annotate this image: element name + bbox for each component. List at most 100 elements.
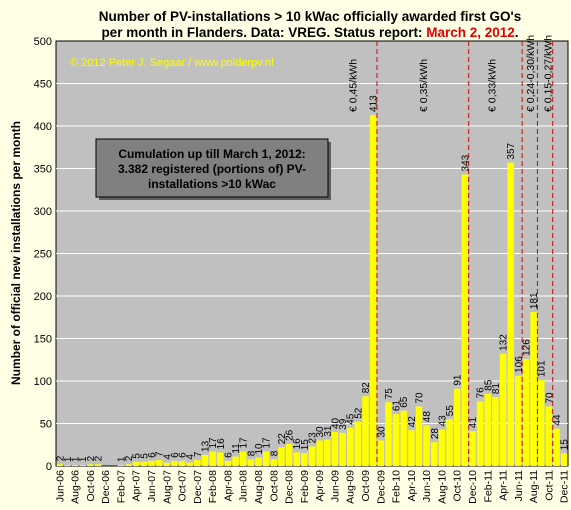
bar bbox=[385, 402, 392, 466]
chart-title-highlight: March 2, 2012 bbox=[426, 25, 515, 40]
data-label: 1 bbox=[78, 456, 89, 462]
data-label: 5 bbox=[139, 453, 150, 459]
data-label: 13 bbox=[201, 440, 212, 452]
bars bbox=[56, 114, 568, 467]
data-label: 28 bbox=[430, 428, 441, 440]
data-label: 1 bbox=[63, 456, 74, 462]
data-label: 4 bbox=[162, 454, 173, 460]
bar bbox=[453, 388, 461, 466]
data-label: 6 bbox=[223, 452, 234, 458]
data-label: 10 bbox=[254, 443, 265, 455]
tariff-label: € 0,15-0,27/kWh bbox=[542, 35, 554, 112]
data-label: 70 bbox=[544, 392, 555, 404]
bar bbox=[316, 440, 323, 466]
bar bbox=[201, 454, 209, 466]
cumulation-box-bg bbox=[95, 138, 329, 198]
x-tick-label: Feb-10 bbox=[391, 470, 403, 503]
cumulation-box: Cumulation up till March 1, 2012: 3.382 … bbox=[95, 138, 331, 200]
data-label: 2 bbox=[55, 455, 66, 461]
bar bbox=[346, 427, 354, 466]
chart-title-line-2: per month in Flanders. Data: VREG. Statu… bbox=[101, 25, 518, 40]
copyright-text: © 2012 Peter J. Segaar / www.polderpv.nl bbox=[70, 57, 274, 69]
data-label: 61 bbox=[392, 400, 403, 412]
bar bbox=[71, 465, 79, 466]
data-label: 30 bbox=[315, 426, 326, 438]
bar bbox=[415, 406, 423, 466]
data-label: 132 bbox=[499, 334, 510, 351]
data-label: 45 bbox=[346, 413, 357, 425]
data-label: 30 bbox=[376, 426, 387, 438]
x-tick-labels: Jun-06 Aug-06 Oct-06 Dec-06 Feb-07 Apr-07 Jun-… bbox=[54, 470, 570, 504]
data-label: 44 bbox=[552, 414, 563, 426]
data-label: 413 bbox=[369, 95, 380, 112]
bar bbox=[132, 461, 140, 466]
bar bbox=[56, 464, 64, 466]
tariff-label: € 0,33/kWh bbox=[487, 59, 499, 112]
data-label: 91 bbox=[453, 374, 464, 386]
data-label: 17 bbox=[239, 437, 250, 449]
bar bbox=[178, 460, 186, 466]
x-tick-label: Jun-09 bbox=[329, 470, 341, 502]
tariff-labels: € 0,45/kWh € 0,35/kWh € 0,33/kWh € 0,24-0,3… bbox=[348, 35, 555, 112]
bar bbox=[148, 460, 155, 466]
bar bbox=[560, 453, 568, 466]
bar bbox=[87, 464, 94, 466]
data-label: 357 bbox=[506, 142, 517, 159]
data-label: 5 bbox=[132, 453, 143, 459]
data-label: 2 bbox=[86, 455, 97, 461]
data-label: 70 bbox=[414, 392, 425, 404]
bar bbox=[293, 452, 300, 466]
bar bbox=[469, 431, 476, 466]
data-label: 75 bbox=[384, 388, 395, 400]
data-label: 55 bbox=[445, 405, 456, 417]
data-label: 31 bbox=[323, 425, 334, 437]
bar bbox=[431, 442, 438, 466]
chart-title-end: . bbox=[515, 25, 519, 40]
data-label: 6 bbox=[147, 452, 158, 458]
y-axis-label: Number of official new installations per… bbox=[9, 121, 23, 385]
bar bbox=[423, 425, 430, 466]
bar bbox=[262, 451, 270, 466]
y-tick-label: 100 bbox=[34, 376, 52, 388]
data-label: 8 bbox=[269, 450, 280, 456]
bar bbox=[538, 380, 545, 466]
x-tick-label: Apr-10 bbox=[406, 470, 418, 502]
bar bbox=[155, 460, 163, 466]
bar bbox=[408, 430, 415, 466]
x-tick-label: Dec-06 bbox=[100, 470, 112, 504]
y-tick-label: 500 bbox=[34, 36, 52, 48]
data-label: 1 bbox=[71, 456, 82, 462]
bar bbox=[308, 446, 316, 466]
bar bbox=[499, 353, 507, 466]
y-tick-label: 300 bbox=[34, 206, 52, 218]
chart-title-line-2-main: per month in Flanders. Data: VREG. Statu… bbox=[101, 25, 426, 40]
data-label: 11 bbox=[231, 443, 242, 454]
y-tick-label: 50 bbox=[40, 419, 52, 431]
x-tick-label: Apr-11 bbox=[498, 470, 510, 501]
bar bbox=[125, 464, 132, 466]
data-label: 106 bbox=[514, 356, 525, 373]
bar bbox=[377, 440, 385, 466]
x-tick-label: Aug-06 bbox=[70, 470, 82, 504]
data-label: 39 bbox=[338, 418, 349, 430]
x-tick-label: Dec-10 bbox=[467, 470, 479, 504]
x-tick-label: Oct-11 bbox=[543, 470, 555, 501]
data-label: 26 bbox=[285, 429, 296, 441]
bar bbox=[392, 414, 400, 466]
x-tick-label: Dec-08 bbox=[284, 470, 296, 504]
data-label: 65 bbox=[399, 396, 410, 408]
y-tick-label: 450 bbox=[34, 79, 52, 91]
data-label: 7 bbox=[155, 451, 166, 457]
data-label: 15 bbox=[300, 439, 311, 451]
bar bbox=[285, 443, 293, 466]
bar bbox=[163, 462, 171, 466]
x-tick-label: Oct-07 bbox=[177, 470, 189, 502]
x-tick-label: Dec-11 bbox=[559, 470, 571, 503]
data-label: 16 bbox=[292, 438, 303, 450]
data-label: 126 bbox=[521, 339, 532, 356]
data-label: 52 bbox=[353, 407, 364, 419]
x-tick-label: Jun-11 bbox=[513, 470, 525, 501]
data-label: 101 bbox=[537, 360, 548, 377]
